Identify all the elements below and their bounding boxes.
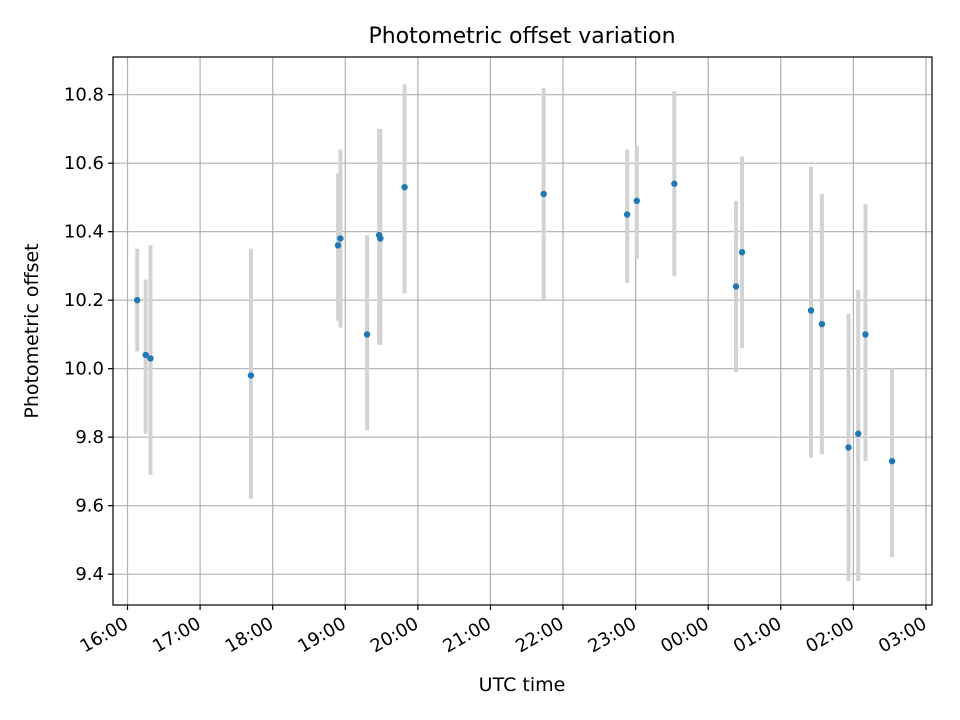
- y-tick-label: 9.6: [75, 496, 104, 517]
- y-tick-label: 9.8: [75, 427, 104, 448]
- chart-title: Photometric offset variation: [368, 24, 675, 49]
- data-point: [862, 331, 869, 338]
- data-point: [247, 372, 255, 379]
- y-tick-label: 10.8: [64, 85, 104, 106]
- y-tick-label: 10.4: [64, 222, 104, 243]
- y-axis-ticks: 9.4 9.6 9.8 10.0 10.2 10.4 10.6 10.8: [64, 85, 113, 585]
- data-point: [633, 197, 641, 205]
- x-axis-label: UTC time: [479, 674, 566, 696]
- data-point: [732, 283, 740, 290]
- data-point: [818, 320, 826, 328]
- data-point: [401, 183, 408, 191]
- data-point: [807, 307, 815, 314]
- data-point: [738, 249, 746, 256]
- plot-frame: [112, 56, 933, 606]
- y-tick-label: 9.4: [75, 564, 104, 585]
- data-point: [377, 235, 384, 242]
- data-point: [671, 180, 678, 187]
- data-point: [334, 242, 342, 249]
- data-point: [855, 430, 862, 437]
- y-tick-label: 10.2: [64, 290, 104, 311]
- data-point: [540, 190, 547, 198]
- data-points: [133, 180, 896, 465]
- data-point: [142, 351, 149, 359]
- data-point: [363, 331, 371, 338]
- data-point: [888, 457, 896, 465]
- data-point: [133, 296, 141, 304]
- y-axis-label: Photometric offset: [21, 243, 43, 418]
- data-point: [845, 444, 852, 451]
- y-tick-label: 10.0: [64, 359, 104, 380]
- y-tick-label: 10.6: [64, 153, 104, 174]
- data-point: [623, 211, 631, 218]
- data-point: [337, 235, 344, 242]
- data-point: [147, 355, 154, 362]
